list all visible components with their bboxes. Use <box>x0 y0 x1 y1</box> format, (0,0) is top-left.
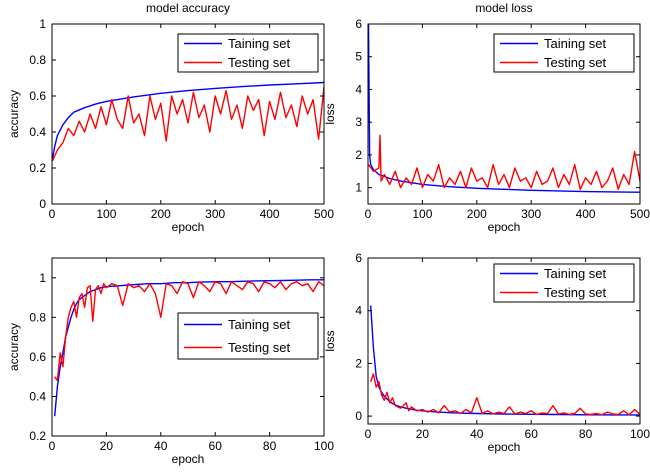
x-tick-label: 100 <box>314 439 334 453</box>
y-axis-label: loss <box>323 103 337 124</box>
x-tick-label: 400 <box>576 207 596 221</box>
x-tick-label: 0 <box>49 439 56 453</box>
legend-label: Taining set <box>228 36 291 51</box>
legend-box <box>177 33 319 73</box>
legend: Taining set Testing set <box>493 263 635 303</box>
x-tick-label: 400 <box>260 207 280 221</box>
legend-box <box>177 312 319 360</box>
plot-frame <box>51 257 325 437</box>
y-tick-label: 0.6 <box>29 89 46 103</box>
series-line-training <box>368 24 640 193</box>
series-line-testing <box>52 86 324 162</box>
legend: Taining set Testing set <box>177 312 319 360</box>
series-line-training <box>370 305 640 416</box>
y-tick-label: 0.2 <box>29 429 46 443</box>
x-tick-label: 80 <box>579 427 593 441</box>
y-tick-label: 1 <box>39 271 46 285</box>
x-tick-label: 200 <box>467 207 487 221</box>
x-tick-label: 40 <box>470 427 484 441</box>
x-axis-label: epoch <box>172 452 205 466</box>
plot-frame <box>367 257 641 425</box>
x-tick-label: 40 <box>154 439 168 453</box>
legend-box <box>493 33 635 73</box>
y-tick-label: 4 <box>355 82 362 96</box>
x-tick-label: 0 <box>365 427 372 441</box>
series-line-testing <box>54 281 324 382</box>
y-tick-label: 2 <box>355 356 362 370</box>
y-tick-label: 1 <box>355 181 362 195</box>
legend: Taining set Testing set <box>493 33 635 73</box>
legend-label: Testing set <box>544 285 607 300</box>
x-tick-label: 60 <box>209 439 223 453</box>
plot-frame <box>51 23 325 205</box>
legend-label: Testing set <box>228 340 291 355</box>
x-tick-label: 60 <box>525 427 539 441</box>
chart-panel-4: 0 20 40 60 80 100 0 2 4 6 epoch loss Taining set Test… <box>323 251 650 454</box>
x-tick-label: 20 <box>416 427 430 441</box>
y-axis-label: accuracy <box>7 90 21 138</box>
x-tick-label: 0 <box>365 207 372 221</box>
y-tick-label: 0.6 <box>29 350 46 364</box>
y-axis-label: loss <box>323 330 337 351</box>
x-tick-label: 500 <box>314 207 334 221</box>
y-axis-label: accuracy <box>7 323 21 371</box>
plot-frame <box>367 23 641 205</box>
y-tick-label: 0.8 <box>29 310 46 324</box>
y-tick-label: 5 <box>355 50 362 64</box>
legend-label: Taining set <box>544 266 607 281</box>
legend-box <box>493 263 635 303</box>
y-tick-label: 2 <box>355 148 362 162</box>
x-tick-label: 100 <box>630 427 650 441</box>
y-tick-label: 0.4 <box>29 389 46 403</box>
y-tick-label: 0.4 <box>29 125 46 139</box>
series-line-testing <box>370 373 640 416</box>
series-line-testing <box>368 134 640 191</box>
chart-panel-2: model loss 0 100 200 300 400 500 1 2 3 4 5 6 epoch los… <box>323 1 650 234</box>
x-tick-label: 0 <box>49 207 56 221</box>
legend-label: Taining set <box>228 317 291 332</box>
y-tick-label: 3 <box>355 115 362 129</box>
y-tick-label: 1 <box>39 17 46 31</box>
series-line-training <box>54 279 324 417</box>
x-tick-label: 300 <box>521 207 541 221</box>
y-tick-label: 0 <box>39 197 46 211</box>
x-tick-label: 200 <box>151 207 171 221</box>
x-axis-label: epoch <box>488 440 521 454</box>
x-axis-label: epoch <box>172 220 205 234</box>
legend: Taining set Testing set <box>177 33 319 73</box>
legend-label: Testing set <box>228 55 291 70</box>
chart-panel-3: 0 20 40 60 80 100 0.2 0.4 0.6 0.8 1 epoch accuracy Ta… <box>7 257 334 466</box>
y-tick-label: 6 <box>355 17 362 31</box>
y-tick-label: 0.8 <box>29 53 46 67</box>
x-tick-label: 20 <box>100 439 114 453</box>
chart-title: model accuracy <box>146 1 230 15</box>
chart-title: model loss <box>475 1 532 15</box>
x-tick-label: 500 <box>630 207 650 221</box>
chart-panel-1: model accuracy 0 100 200 300 400 500 0 0.2 0.4 0.6… <box>7 1 334 234</box>
legend-label: Testing set <box>544 55 607 70</box>
y-tick-label: 0 <box>355 409 362 423</box>
x-tick-label: 300 <box>205 207 225 221</box>
x-tick-label: 100 <box>412 207 432 221</box>
x-tick-label: 100 <box>96 207 116 221</box>
y-tick-label: 0.2 <box>29 161 46 175</box>
x-axis-label: epoch <box>488 220 521 234</box>
y-tick-label: 6 <box>355 251 362 265</box>
series-line-training <box>52 81 324 160</box>
legend-label: Taining set <box>544 36 607 51</box>
y-tick-label: 4 <box>355 304 362 318</box>
x-tick-label: 80 <box>263 439 277 453</box>
